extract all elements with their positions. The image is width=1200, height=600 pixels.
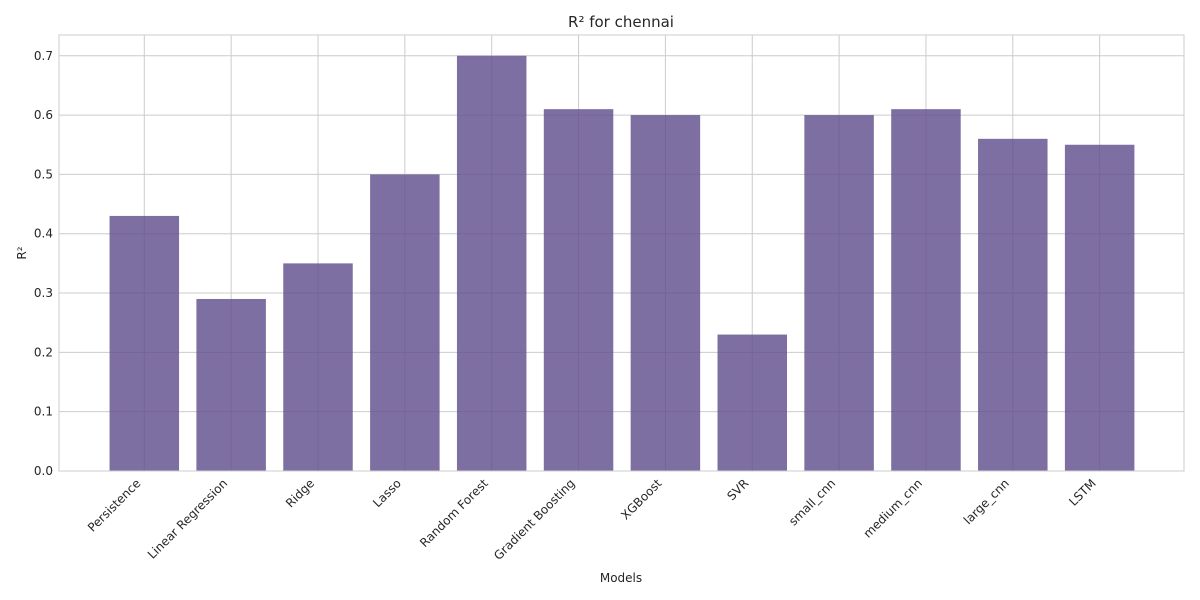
x-tick-label: LSTM: [1066, 476, 1099, 509]
chart-title: R² for chennai: [568, 13, 674, 31]
x-tick-label: Persistence: [85, 476, 143, 534]
x-tick-label: Gradient Boosting: [491, 476, 578, 563]
bar-persistence: [109, 215, 180, 471]
bar-lstm: [1064, 144, 1135, 471]
bar-lasso: [370, 174, 440, 471]
x-tick-label: large_cnn: [961, 476, 1012, 527]
y-tick-labels: 0.0 0.1 0.2 0.3 0.4 0.5 0.6 0.7: [34, 49, 53, 478]
x-axis-label: Models: [600, 571, 642, 585]
bar-linear-regression: [196, 298, 266, 471]
bar-xgboost: [630, 115, 701, 471]
y-tick-label: 0.2: [34, 345, 53, 359]
x-tick-label: small_cnn: [786, 476, 838, 528]
x-tick-label: Ridge: [283, 476, 317, 510]
x-tick-label: Linear Regression: [145, 476, 230, 561]
x-tick-label: XGBoost: [618, 476, 664, 522]
x-tick-label: SVR: [724, 476, 751, 503]
y-tick-label: 0.3: [34, 286, 53, 300]
x-tick-labels: Persistence Linear Regression Ridge Lasso Ra…: [85, 476, 1099, 563]
bar-gradient-boosting: [543, 109, 614, 471]
bar-small-cnn: [804, 115, 874, 471]
bar-large-cnn: [978, 138, 1048, 472]
y-tick-label: 0.0: [34, 464, 53, 478]
bar-ridge: [283, 263, 353, 471]
y-tick-label: 0.4: [34, 227, 53, 241]
bars: [109, 55, 1135, 472]
y-axis-label: R²: [15, 246, 29, 259]
bar-random-forest: [456, 55, 527, 472]
plot-frame: [58, 34, 1185, 472]
y-tick-label: 0.5: [34, 167, 53, 181]
y-tick-label: 0.1: [34, 405, 53, 419]
x-tick-label: medium_cnn: [861, 476, 925, 540]
bar-svr: [717, 334, 787, 471]
x-tick-label: Random Forest: [417, 476, 491, 550]
y-tick-label: 0.6: [34, 108, 53, 122]
bar-medium-cnn: [891, 109, 961, 471]
x-tick-label: Lasso: [370, 476, 404, 510]
y-tick-label: 0.7: [34, 49, 53, 63]
